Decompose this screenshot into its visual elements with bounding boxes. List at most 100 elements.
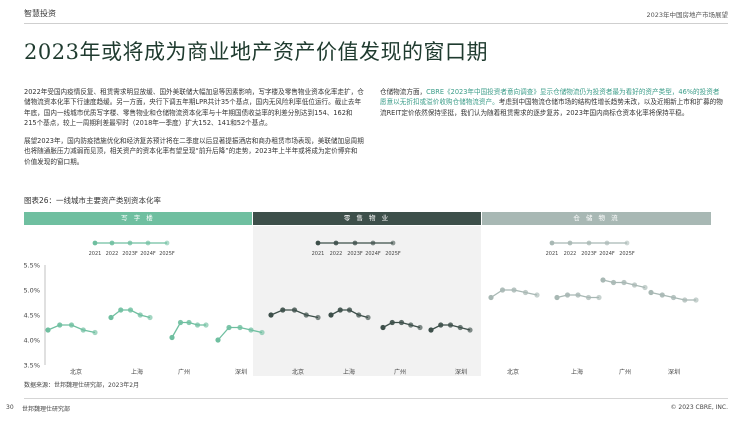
legend-marker xyxy=(333,240,339,246)
legend-year-label: 2024F xyxy=(365,251,381,257)
right-paragraph-highlight: CBRE《2023年中国投资者意向调查》显示仓储物流仍为投资者最为看好的资产类型… xyxy=(380,88,720,107)
data-point xyxy=(564,292,571,298)
legend-year-label: 2022 xyxy=(564,251,577,257)
retail-panel-background xyxy=(253,226,481,376)
data-point xyxy=(428,327,434,333)
data-point xyxy=(467,327,473,333)
page-number: 30 xyxy=(6,404,14,411)
right-paragraph-intro: 仓储物流方面， xyxy=(380,88,427,96)
legend-marker xyxy=(352,240,358,246)
data-point xyxy=(648,289,654,296)
city-label: 广州 xyxy=(619,368,631,376)
y-tick-label: 3.5% xyxy=(23,362,40,370)
panel-header-logistics: 仓 储 物 流 xyxy=(482,212,711,225)
figure-caption: 图表26：一线城市主要资产类别资本化率 xyxy=(24,196,162,205)
left-column: 2022年受国内疫情反复、租赁需求明显放缓、国外美联储大幅加息等因素影响，写字楼… xyxy=(24,87,364,175)
panel-header-retail: 零 售 物 业 xyxy=(253,212,481,225)
legend-year-label: 2025F xyxy=(619,251,635,257)
data-point xyxy=(438,322,444,328)
data-point xyxy=(642,284,648,291)
data-point xyxy=(280,307,286,313)
city-label: 北京 xyxy=(70,368,82,376)
right-column: 仓储物流方面，CBRE《2023年中国投资者意向调查》显示仓储物流仍为投资者最为… xyxy=(380,87,726,126)
data-point xyxy=(447,322,454,328)
data-point xyxy=(45,327,51,333)
data-point xyxy=(575,292,581,298)
legend-marker xyxy=(604,240,610,246)
data-point xyxy=(57,322,63,328)
legend-marker xyxy=(127,240,133,246)
city-label: 深圳 xyxy=(455,368,467,376)
footer-divider xyxy=(24,398,728,399)
data-point xyxy=(169,334,175,341)
legend-marker xyxy=(624,240,630,246)
data-point xyxy=(337,307,343,313)
y-tick-label: 4.5% xyxy=(23,312,40,320)
page-title: 2023年或将成为商业地产资产价值发现的窗口期 xyxy=(24,40,488,64)
city-label: 上海 xyxy=(131,368,143,376)
data-point xyxy=(215,337,221,343)
data-point xyxy=(268,312,274,318)
legend-marker xyxy=(567,240,573,246)
data-point xyxy=(389,319,395,326)
legend-year-label: 2024F xyxy=(599,251,615,257)
source-note: 数据来源：世邦魏理仕研究部，2023年2月 xyxy=(24,382,140,389)
legend-year-label: 2023F xyxy=(122,251,138,257)
data-point xyxy=(585,294,592,301)
legend-year-label: 2021 xyxy=(546,251,559,257)
data-point xyxy=(499,287,506,293)
data-point xyxy=(417,324,423,331)
panel-header-office: 写 字 楼 xyxy=(24,212,252,225)
data-point xyxy=(457,324,463,331)
data-point xyxy=(226,324,232,331)
legend-marker xyxy=(586,240,592,246)
header-divider xyxy=(24,23,728,24)
data-point xyxy=(315,314,321,321)
left-paragraph-2: 展望2023年，国内防疫措施优化和经济复苏预计将在二季度以后显著提振酒店和商办租… xyxy=(24,137,364,166)
series-group xyxy=(45,277,699,343)
city-label: 深圳 xyxy=(668,368,680,376)
data-point xyxy=(259,329,265,336)
city-label: 北京 xyxy=(292,368,304,376)
data-point xyxy=(408,322,414,328)
data-point xyxy=(659,292,665,298)
data-point xyxy=(137,312,143,318)
legend-year-label: 2022 xyxy=(330,251,343,257)
city-label: 上海 xyxy=(343,368,355,376)
data-point xyxy=(328,312,334,318)
data-point xyxy=(596,294,602,301)
city-label: 广州 xyxy=(178,368,190,376)
data-point xyxy=(186,319,192,326)
legend-year-label: 2023F xyxy=(347,251,363,257)
data-point xyxy=(248,327,254,333)
legend-year-label: 2021 xyxy=(312,251,325,257)
data-point xyxy=(511,287,517,293)
y-tick-label: 4.0% xyxy=(23,337,40,345)
city-label: 北京 xyxy=(507,368,519,376)
y-tick-label: 5.0% xyxy=(23,287,40,295)
city-labels: 北京 上海 广州 深圳 北京 上海 广州 深圳 北京 上海 广州 深圳 xyxy=(70,368,680,376)
left-paragraph-1: 2022年受国内疫情反复、租赁需求明显放缓、国外美联储大幅加息等因素影响，写字楼… xyxy=(24,88,364,127)
data-point xyxy=(127,307,134,313)
legend-marker xyxy=(390,240,396,246)
data-point xyxy=(108,314,114,321)
footer-copyright: © 2023 CBRE, INC. xyxy=(670,404,728,411)
data-point xyxy=(80,327,86,333)
legend-marker xyxy=(370,240,376,246)
legend-marker xyxy=(164,240,170,246)
y-tick-label: 5.5% xyxy=(23,262,40,270)
legend-year-label: 2025F xyxy=(385,251,401,257)
legend-year-label: 2023F xyxy=(581,251,597,257)
year-legend: 2021 2022 2023F 2024F 2025F 2021 2022 2023F 2024… xyxy=(89,240,635,257)
data-point xyxy=(291,307,298,313)
legend-marker xyxy=(109,240,115,246)
legend-marker xyxy=(549,240,555,246)
data-point xyxy=(522,289,529,296)
data-point xyxy=(610,279,617,286)
legend-marker xyxy=(315,240,321,246)
data-point xyxy=(203,322,209,328)
data-point xyxy=(365,314,371,321)
data-point xyxy=(621,279,627,286)
legend-marker xyxy=(92,240,98,246)
